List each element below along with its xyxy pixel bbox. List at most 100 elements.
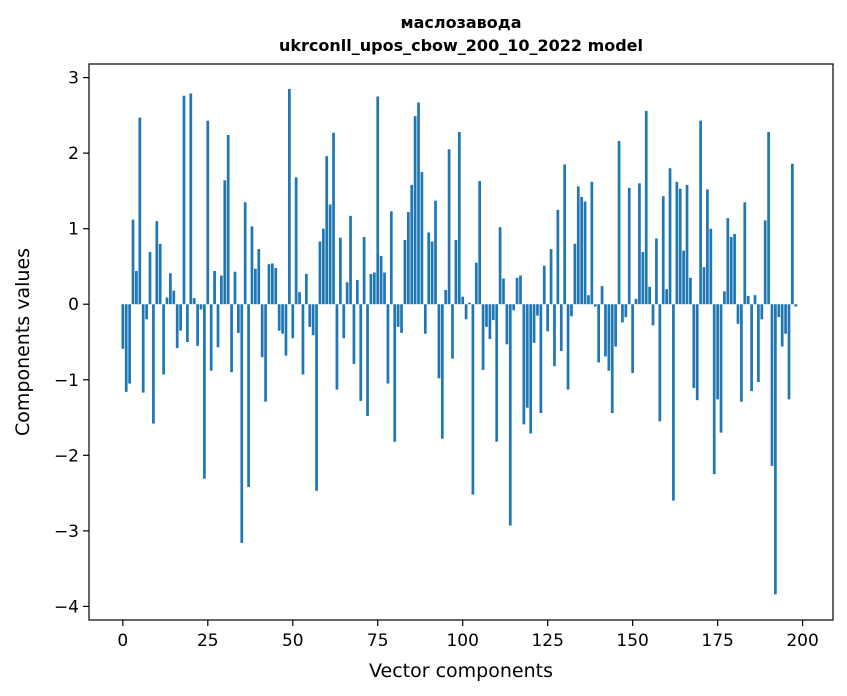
bar [576, 186, 580, 305]
bar [328, 204, 332, 305]
bar [692, 304, 696, 389]
y-tick-label: −3 [54, 522, 79, 542]
bar [216, 304, 220, 348]
bar [614, 304, 618, 347]
bars-group [121, 88, 798, 595]
bar [206, 120, 210, 305]
bar [566, 304, 570, 390]
bar [179, 304, 182, 331]
bar [525, 304, 529, 408]
bar [440, 304, 444, 439]
bar [294, 177, 298, 305]
bar [321, 228, 325, 305]
bar [689, 277, 692, 305]
bar [308, 304, 312, 327]
bar [624, 304, 628, 318]
x-axis-label: Vector components [369, 660, 553, 682]
y-tick-label: −4 [54, 597, 79, 617]
bar [546, 304, 550, 332]
bar [505, 304, 509, 345]
y-tick-label: 3 [68, 69, 79, 89]
bar [247, 304, 250, 488]
bar [359, 304, 363, 401]
bar [536, 304, 539, 316]
bar [301, 304, 305, 375]
bar [417, 102, 420, 305]
bar [124, 304, 128, 392]
bar [410, 184, 414, 305]
bar [451, 304, 454, 359]
bar [291, 304, 295, 339]
bar [260, 304, 264, 358]
bar [338, 237, 342, 305]
bar [427, 232, 431, 305]
bar [539, 304, 543, 414]
bar [383, 272, 386, 305]
y-tick-label: 2 [68, 144, 79, 164]
bar [488, 304, 492, 339]
bar [257, 249, 261, 305]
chart-subtitle: ukrconll_upos_cbow_200_10_2022 model [279, 36, 643, 55]
bar [502, 278, 505, 305]
y-tick-label: 0 [68, 295, 79, 315]
bar [471, 304, 475, 495]
bar [508, 304, 512, 526]
bar [760, 304, 764, 320]
bar [719, 304, 723, 433]
bar [627, 187, 631, 305]
bar [393, 304, 397, 442]
bar [597, 304, 601, 363]
bar [743, 202, 747, 305]
y-tick-label: 1 [68, 220, 79, 240]
bar [389, 211, 393, 305]
bar [376, 96, 380, 305]
bar [186, 304, 189, 342]
bar [787, 304, 791, 400]
bar [770, 304, 774, 466]
bar [345, 282, 349, 305]
bar [430, 241, 434, 305]
bar [638, 183, 641, 305]
x-tick-label: 25 [197, 631, 219, 651]
x-axis-ticks: 0 25 50 75 100 125 150 175 200 [117, 620, 819, 651]
x-tick-label: 0 [117, 631, 128, 651]
bar [678, 188, 682, 305]
bar [553, 304, 556, 367]
bar [709, 228, 713, 305]
bar [461, 296, 465, 305]
bar [223, 180, 227, 305]
bar [325, 156, 329, 305]
bar [733, 233, 736, 305]
bar [372, 272, 376, 305]
bar [491, 304, 495, 321]
bar [587, 295, 590, 305]
bar [736, 304, 740, 324]
bar [145, 304, 148, 320]
bar [288, 88, 291, 305]
chart-title: маслозавода [401, 13, 522, 32]
bar [672, 304, 675, 501]
plot-area-frame [88, 63, 834, 621]
bar [406, 212, 410, 305]
x-tick-label: 200 [786, 631, 818, 651]
bar [512, 304, 516, 311]
bar [369, 274, 373, 305]
bar [695, 304, 699, 401]
bar [203, 304, 206, 479]
bar [304, 274, 308, 305]
bar [573, 243, 577, 305]
bar [665, 289, 668, 305]
y-tick-label: −2 [54, 446, 79, 466]
bar [706, 189, 709, 305]
bar [423, 304, 427, 334]
bar [723, 291, 726, 305]
bar [549, 249, 553, 305]
x-tick-label: 175 [701, 631, 733, 651]
bar [386, 304, 390, 384]
bar [192, 298, 196, 305]
bar [274, 267, 278, 305]
bar [396, 304, 400, 327]
bar [152, 304, 155, 424]
